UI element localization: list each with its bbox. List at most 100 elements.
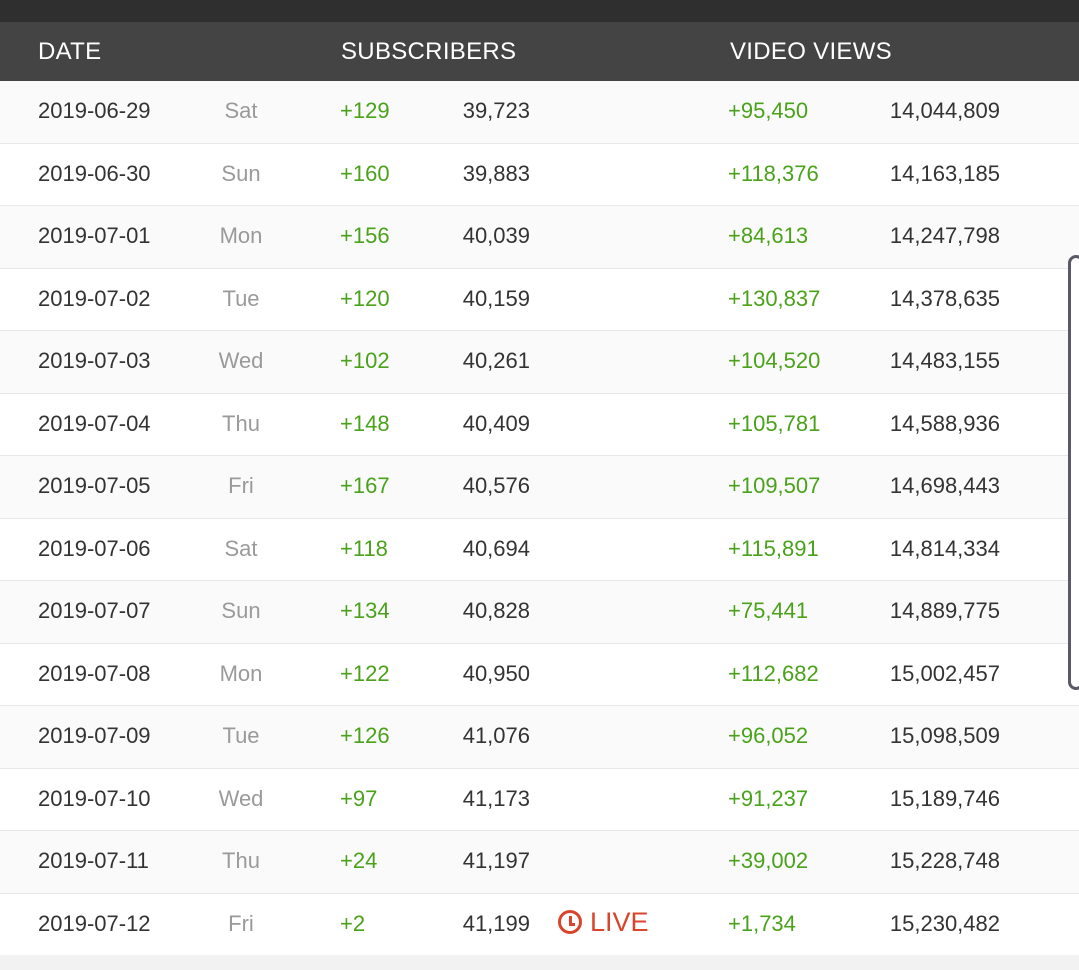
column-header-video-views[interactable]: VIDEO VIEWS	[730, 38, 892, 65]
table-row[interactable]: 2019-07-10 Wed +97 41,173 +91,237 15,189,746	[0, 768, 1079, 831]
weekday-cell: Wed	[218, 348, 264, 373]
subscriber-total-cell: 41,197	[462, 848, 530, 873]
weekday-cell: Mon	[219, 660, 263, 686]
subscriber-change-cell: +148	[340, 410, 390, 436]
view-total-cell: 14,378,635	[889, 285, 1000, 311]
date-cell: 2019-07-02	[38, 285, 151, 311]
weekday-cell: Sun	[221, 598, 261, 623]
view-change-cell: +112,682	[728, 660, 819, 686]
view-change-cell: +95,450	[728, 98, 809, 123]
date-cell: 2019-06-29	[38, 98, 151, 123]
column-header-subscribers[interactable]: SUBSCRIBERS	[341, 38, 517, 65]
subscriber-total-cell: 41,173	[462, 785, 530, 811]
column-header-date[interactable]: DATE	[38, 38, 102, 65]
view-total-cell: 14,814,334	[889, 535, 1000, 561]
live-indicator[interactable]: LIVE	[558, 907, 649, 938]
table-row[interactable]: 2019-07-02 Tue +120 40,159 +130,837 14,378,63…	[0, 268, 1079, 331]
view-change-cell: +39,002	[728, 848, 809, 873]
view-change-cell: +118,376	[728, 160, 819, 186]
stats-table-body: 2019-06-29 Sat +129 39,723 +95,450 14,044,809…	[0, 81, 1079, 956]
table-row[interactable]: 2019-07-11 Thu +24 41,197 +39,002 15,228,748	[0, 831, 1079, 894]
table-row[interactable]: 2019-07-12 Fri +2 41,199 +1,734 15,230,482 LIV…	[0, 893, 1079, 956]
table-row[interactable]: 2019-07-09 Tue +126 41,076 +96,052 15,098,509	[0, 706, 1079, 769]
subscriber-total-cell: 40,039	[462, 223, 530, 248]
subscriber-total-cell: 40,828	[462, 598, 530, 623]
subscriber-change-cell: +2	[340, 910, 366, 936]
table-row[interactable]: 2019-07-06 Sat +118 40,694 +115,891 14,814,33…	[0, 518, 1079, 581]
view-change-cell: +75,441	[728, 598, 809, 623]
clock-icon	[558, 910, 582, 934]
table-row[interactable]: 2019-07-05 Fri +167 40,576 +109,507 14,698,44…	[0, 456, 1079, 519]
table-row[interactable]: 2019-07-01 Mon +156 40,039 +84,613 14,247,798	[0, 206, 1079, 269]
subscriber-total-cell: 39,883	[462, 160, 530, 186]
view-change-cell: +105,781	[728, 410, 821, 436]
view-total-cell: 14,247,798	[889, 223, 1000, 248]
table-header: DATE SUBSCRIBERS VIDEO VIEWS	[0, 22, 1079, 81]
date-cell: 2019-07-04	[38, 410, 151, 436]
table-row[interactable]: 2019-06-30 Sun +160 39,883 +118,376 14,163,18…	[0, 143, 1079, 206]
view-total-cell: 15,189,746	[889, 785, 1000, 811]
weekday-cell: Mon	[219, 223, 263, 248]
weekday-cell: Thu	[222, 848, 260, 873]
weekday-cell: Sun	[221, 160, 261, 186]
view-change-cell: +130,837	[728, 285, 821, 311]
subscriber-total-cell: 40,409	[462, 410, 530, 436]
view-total-cell: 14,044,809	[889, 98, 1000, 123]
status-bar	[0, 0, 1079, 22]
weekday-cell: Wed	[218, 785, 264, 811]
date-cell: 2019-07-09	[38, 723, 151, 748]
view-change-cell: +109,507	[728, 473, 821, 498]
view-total-cell: 15,230,482	[889, 910, 1000, 936]
subscriber-total-cell: 40,694	[462, 535, 530, 561]
scrollbar[interactable]	[1068, 255, 1079, 690]
subscriber-change-cell: +97	[340, 785, 378, 811]
table-row[interactable]: 2019-07-08 Mon +122 40,950 +112,682 15,002,45…	[0, 643, 1079, 706]
date-cell: 2019-07-07	[38, 598, 151, 623]
table-row[interactable]: 2019-07-07 Sun +134 40,828 +75,441 14,889,775	[0, 581, 1079, 644]
view-total-cell: 14,163,185	[889, 160, 1000, 186]
view-change-cell: +104,520	[728, 348, 821, 373]
weekday-cell: Fri	[228, 473, 254, 498]
view-total-cell: 15,002,457	[889, 660, 1000, 686]
live-label: LIVE	[590, 906, 649, 937]
date-cell: 2019-07-08	[38, 660, 151, 686]
weekday-cell: Sat	[224, 98, 258, 123]
date-cell: 2019-07-06	[38, 535, 151, 561]
table-bottom-edge	[0, 955, 1079, 970]
weekday-cell: Tue	[222, 285, 260, 311]
view-change-cell: +84,613	[728, 223, 809, 248]
subscriber-change-cell: +24	[340, 848, 378, 873]
subscriber-change-cell: +167	[340, 473, 390, 498]
view-total-cell: 14,483,155	[889, 348, 1000, 373]
date-cell: 2019-07-01	[38, 223, 151, 248]
subscriber-change-cell: +156	[340, 223, 390, 248]
view-total-cell: 15,228,748	[889, 848, 1000, 873]
date-cell: 2019-07-03	[38, 348, 151, 373]
table-row[interactable]: 2019-06-29 Sat +129 39,723 +95,450 14,044,809	[0, 81, 1079, 144]
table-row[interactable]: 2019-07-03 Wed +102 40,261 +104,520 14,483,15…	[0, 331, 1079, 394]
date-cell: 2019-07-05	[38, 473, 151, 498]
subscriber-total-cell: 39,723	[462, 98, 530, 123]
view-change-cell: +115,891	[728, 535, 819, 561]
subscriber-change-cell: +120	[340, 285, 390, 311]
weekday-cell: Tue	[222, 723, 260, 748]
subscriber-total-cell: 40,576	[462, 473, 530, 498]
subscriber-total-cell: 41,076	[462, 723, 530, 748]
view-total-cell: 14,889,775	[889, 598, 1000, 623]
view-total-cell: 14,698,443	[889, 473, 1000, 498]
view-change-cell: +1,734	[728, 910, 796, 936]
subscriber-change-cell: +129	[340, 98, 390, 123]
weekday-cell: Sat	[224, 535, 258, 561]
weekday-cell: Thu	[222, 410, 260, 436]
view-change-cell: +96,052	[728, 723, 809, 748]
subscriber-change-cell: +102	[340, 348, 390, 373]
date-cell: 2019-07-12	[38, 910, 151, 936]
subscriber-total-cell: 41,199	[462, 910, 530, 936]
subscriber-total-cell: 40,950	[462, 660, 530, 686]
table-row[interactable]: 2019-07-04 Thu +148 40,409 +105,781 14,588,93…	[0, 393, 1079, 456]
weekday-cell: Fri	[228, 910, 254, 936]
view-total-cell: 15,098,509	[889, 723, 1000, 748]
view-total-cell: 14,588,936	[889, 410, 1000, 436]
subscriber-change-cell: +160	[340, 160, 390, 186]
subscriber-total-cell: 40,261	[462, 348, 530, 373]
